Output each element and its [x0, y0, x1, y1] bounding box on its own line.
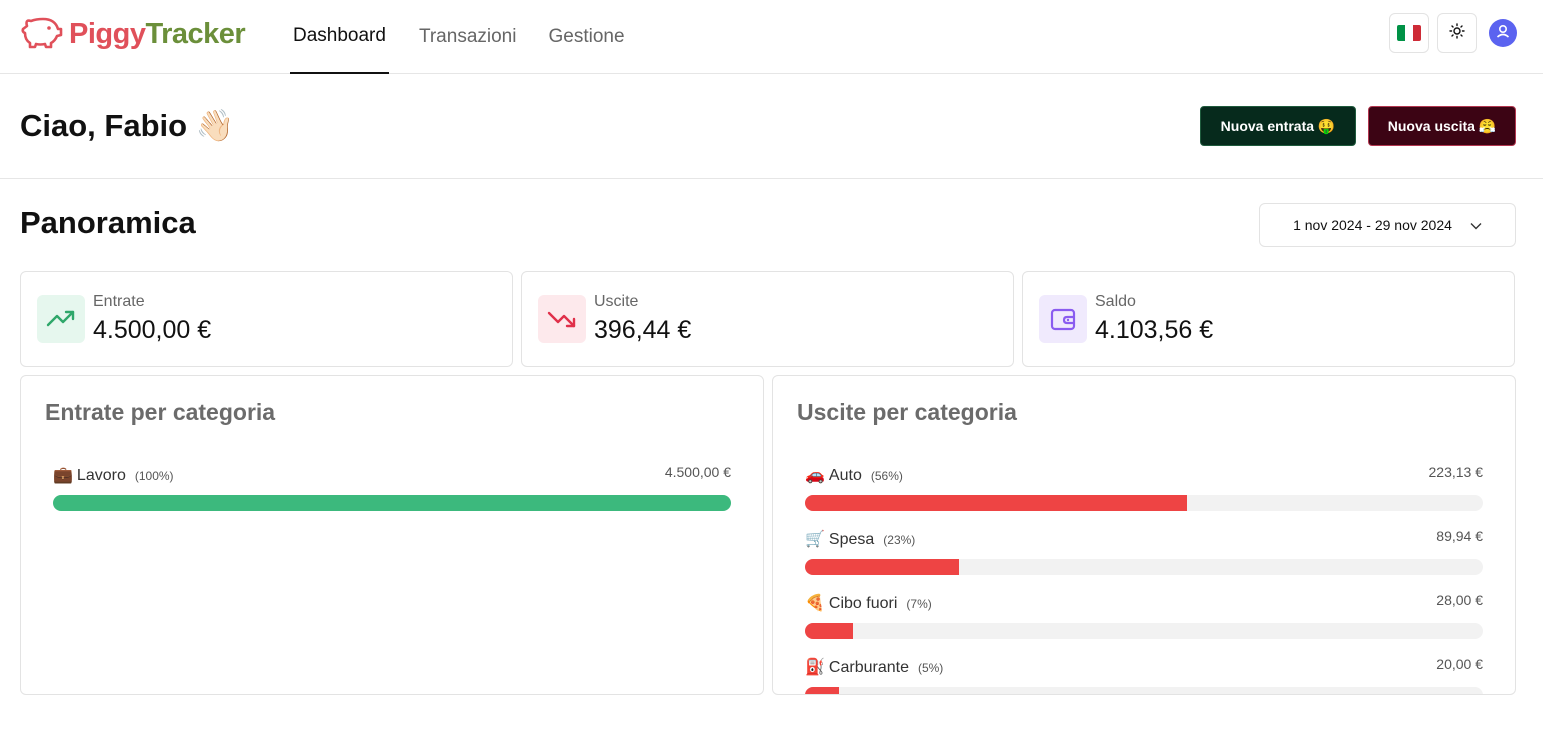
category-name: Cibo fuori: [828, 595, 898, 612]
greeting-bar: Ciao, Fabio 👋🏻 Nuova entrata 🤑 Nuova usc…: [0, 74, 1543, 179]
trending-down-icon: [538, 295, 586, 343]
nav-management[interactable]: Gestione: [548, 26, 625, 47]
category-progress-track: [805, 559, 1483, 575]
nav-transactions[interactable]: Transazioni: [418, 26, 517, 47]
category-amount: 20,00 €: [1436, 656, 1483, 672]
category-progress-fill: [805, 687, 839, 694]
category-progress-fill: [805, 559, 959, 575]
new-income-button[interactable]: Nuova entrata 🤑: [1200, 106, 1356, 146]
income-value: 4.500,00 €: [93, 316, 212, 344]
category-label: 🚗 Auto (56%): [805, 465, 903, 485]
category-row: ⛽ Carburante (5%) 20,00 €: [805, 656, 1483, 694]
overview-title: Panoramica: [20, 205, 196, 240]
income-label: Entrate: [93, 293, 145, 310]
income-by-category-title: Entrate per categoria: [45, 399, 276, 425]
category-label: 🍕 Cibo fuori (7%): [805, 593, 932, 613]
main-nav: Dashboard Transazioni Gestione: [290, 0, 625, 74]
category-label: ⛽ Carburante (5%): [805, 657, 943, 677]
new-expense-button[interactable]: Nuova uscita 😤: [1368, 106, 1516, 146]
category-row: 💼 Lavoro (100%) 4.500,00 €: [53, 464, 731, 515]
category-amount: 89,94 €: [1436, 528, 1483, 544]
chevron-down-icon: [1470, 217, 1482, 233]
category-emoji: 🚗: [805, 467, 825, 484]
header-actions: [1389, 13, 1517, 53]
balance-value: 4.103,56 €: [1095, 316, 1214, 344]
category-percent: (100%): [134, 469, 174, 483]
italy-flag-icon: [1397, 25, 1421, 41]
user-icon: [1494, 22, 1512, 45]
category-percent: (7%): [906, 597, 932, 611]
piggy-icon: [21, 15, 63, 54]
category-name: Carburante: [828, 659, 909, 676]
category-progress-track: [53, 495, 731, 511]
category-percent: (23%): [883, 533, 916, 547]
expense-label: Uscite: [594, 293, 639, 310]
category-emoji: 💼: [53, 467, 73, 484]
category-progress-fill: [805, 623, 854, 639]
greeting-title: Ciao, Fabio 👋🏻: [20, 108, 235, 143]
trending-up-icon: [37, 295, 85, 343]
expense-value: 396,44 €: [594, 316, 692, 344]
category-row: 🚗 Auto (56%) 223,13 €: [805, 464, 1484, 515]
expense-by-category-panel: Uscite per categoria 🚗 Auto (56%) 223,13 € 🛒…: [772, 375, 1516, 695]
category-row: 🛒 Spesa (23%) 89,94 €: [805, 528, 1483, 579]
income-card: Entrate 4.500,00 €: [20, 271, 513, 367]
category-amount: 223,13 €: [1428, 464, 1484, 480]
top-bar: PiggyTracker Dashboard Transazioni Gesti…: [0, 0, 1543, 74]
user-avatar[interactable]: [1489, 19, 1517, 47]
category-progress-track: [805, 687, 1483, 694]
category-label: 🛒 Spesa (23%): [805, 529, 915, 549]
category-emoji: 🛒: [805, 531, 825, 548]
expense-card: Uscite 396,44 €: [521, 271, 1014, 367]
date-range-value: 1 nov 2024 - 29 nov 2024: [1293, 217, 1452, 233]
expense-by-category-title: Uscite per categoria: [797, 399, 1017, 425]
category-row: 🍕 Cibo fuori (7%) 28,00 €: [805, 592, 1483, 643]
category-percent: (5%): [917, 661, 944, 675]
category-progress-fill: [53, 495, 731, 511]
category-emoji: ⛽: [805, 659, 825, 676]
category-name: Spesa: [828, 531, 875, 548]
category-label: 💼 Lavoro (100%): [53, 465, 174, 485]
category-emoji: 🍕: [805, 595, 825, 612]
date-range-select[interactable]: 1 nov 2024 - 29 nov 2024: [1259, 203, 1516, 247]
category-amount: 28,00 €: [1436, 592, 1483, 608]
income-by-category-panel: Entrate per categoria 💼 Lavoro (100%) 4.500…: [20, 375, 764, 695]
category-progress-track: [805, 495, 1483, 511]
category-percent: (56%): [870, 469, 903, 483]
category-name: Auto: [828, 467, 862, 484]
category-name: Lavoro: [76, 467, 126, 484]
balance-label: Saldo: [1095, 293, 1136, 310]
theme-toggle-button[interactable]: [1437, 13, 1477, 53]
sun-icon: [1449, 22, 1465, 44]
balance-card: Saldo 4.103,56 €: [1022, 271, 1515, 367]
category-progress-fill: [805, 495, 1187, 511]
category-progress-track: [805, 623, 1483, 639]
logo[interactable]: PiggyTracker: [21, 15, 246, 54]
nav-dashboard[interactable]: Dashboard: [290, 0, 389, 74]
category-amount: 4.500,00 €: [664, 464, 731, 480]
language-button[interactable]: [1389, 13, 1429, 53]
app-name: PiggyTracker: [69, 17, 246, 50]
wallet-icon: [1039, 295, 1087, 343]
